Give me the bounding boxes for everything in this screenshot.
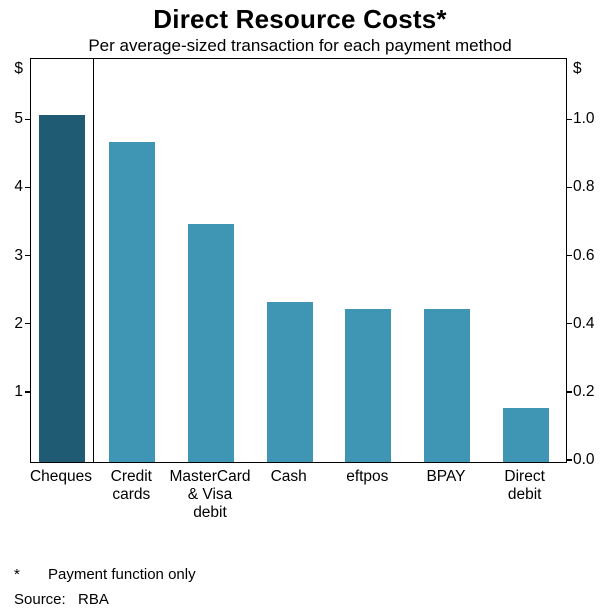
y-axis-tick-mark-right [567, 322, 572, 325]
category-label: Credit cards [110, 468, 152, 503]
y-axis-tick-label-left: 4 [14, 178, 23, 196]
source-label: Source: [14, 591, 66, 608]
category-label: Direct debit [504, 468, 545, 503]
y-axis-tick-label-right: 0.8 [573, 178, 595, 196]
y-axis-tick-mark-right [567, 254, 572, 257]
y-axis-tick-mark-left [25, 322, 30, 325]
plot-area [30, 58, 567, 463]
panel-divider-line [93, 59, 95, 462]
category-label: BPAY [426, 468, 466, 485]
footnote-text: Payment function only [48, 566, 196, 583]
category-label: MasterCard & Visa debit [169, 468, 251, 521]
y-axis-tick-label-left: 2 [14, 314, 23, 332]
bar-cheques [39, 114, 85, 462]
y-axis-tick-mark-left [25, 391, 30, 393]
bar-eftpos [345, 308, 392, 462]
y-axis-tick-mark-right [567, 459, 572, 461]
chart-title: Direct Resource Costs* [153, 4, 447, 34]
bar-mastercard-visa-debit [188, 223, 234, 462]
bar-credit-cards [109, 141, 156, 462]
source-value: RBA [78, 591, 109, 608]
y-axis-tick-label-right: 0.6 [573, 246, 595, 264]
category-label: eftpos [346, 468, 389, 485]
y-axis-tick-label-right: 0.0 [573, 451, 595, 468]
y-axis-tick-label-left: 5 [14, 110, 23, 128]
bar-bpay [424, 308, 470, 462]
y-axis-tick-mark-left [25, 254, 30, 257]
y-axis-tick-label-right: 0.4 [573, 314, 595, 332]
y-axis-tick-mark-right [567, 391, 572, 393]
category-label: Cheques [29, 468, 93, 485]
right-axis-unit-label: $ [573, 60, 582, 77]
footnote-marker: * [14, 566, 20, 583]
category-label: Cash [270, 468, 307, 485]
bar-cash [266, 301, 313, 462]
y-axis-tick-mark-right [567, 118, 572, 121]
bar-direct-debit [502, 407, 549, 462]
chart-subtitle: Per average-sized transaction for each p… [88, 36, 512, 55]
y-axis-tick-label-right: 0.2 [573, 382, 595, 400]
y-axis-tick-label-left: 1 [14, 382, 23, 400]
y-axis-tick-mark-left [25, 186, 30, 189]
y-axis-tick-label-right: 1.0 [573, 110, 595, 128]
y-axis-tick-mark-right [567, 186, 572, 189]
y-axis-tick-mark-left [25, 118, 30, 121]
left-axis-unit-label: $ [14, 60, 23, 77]
y-axis-tick-label-left: 3 [14, 246, 23, 264]
